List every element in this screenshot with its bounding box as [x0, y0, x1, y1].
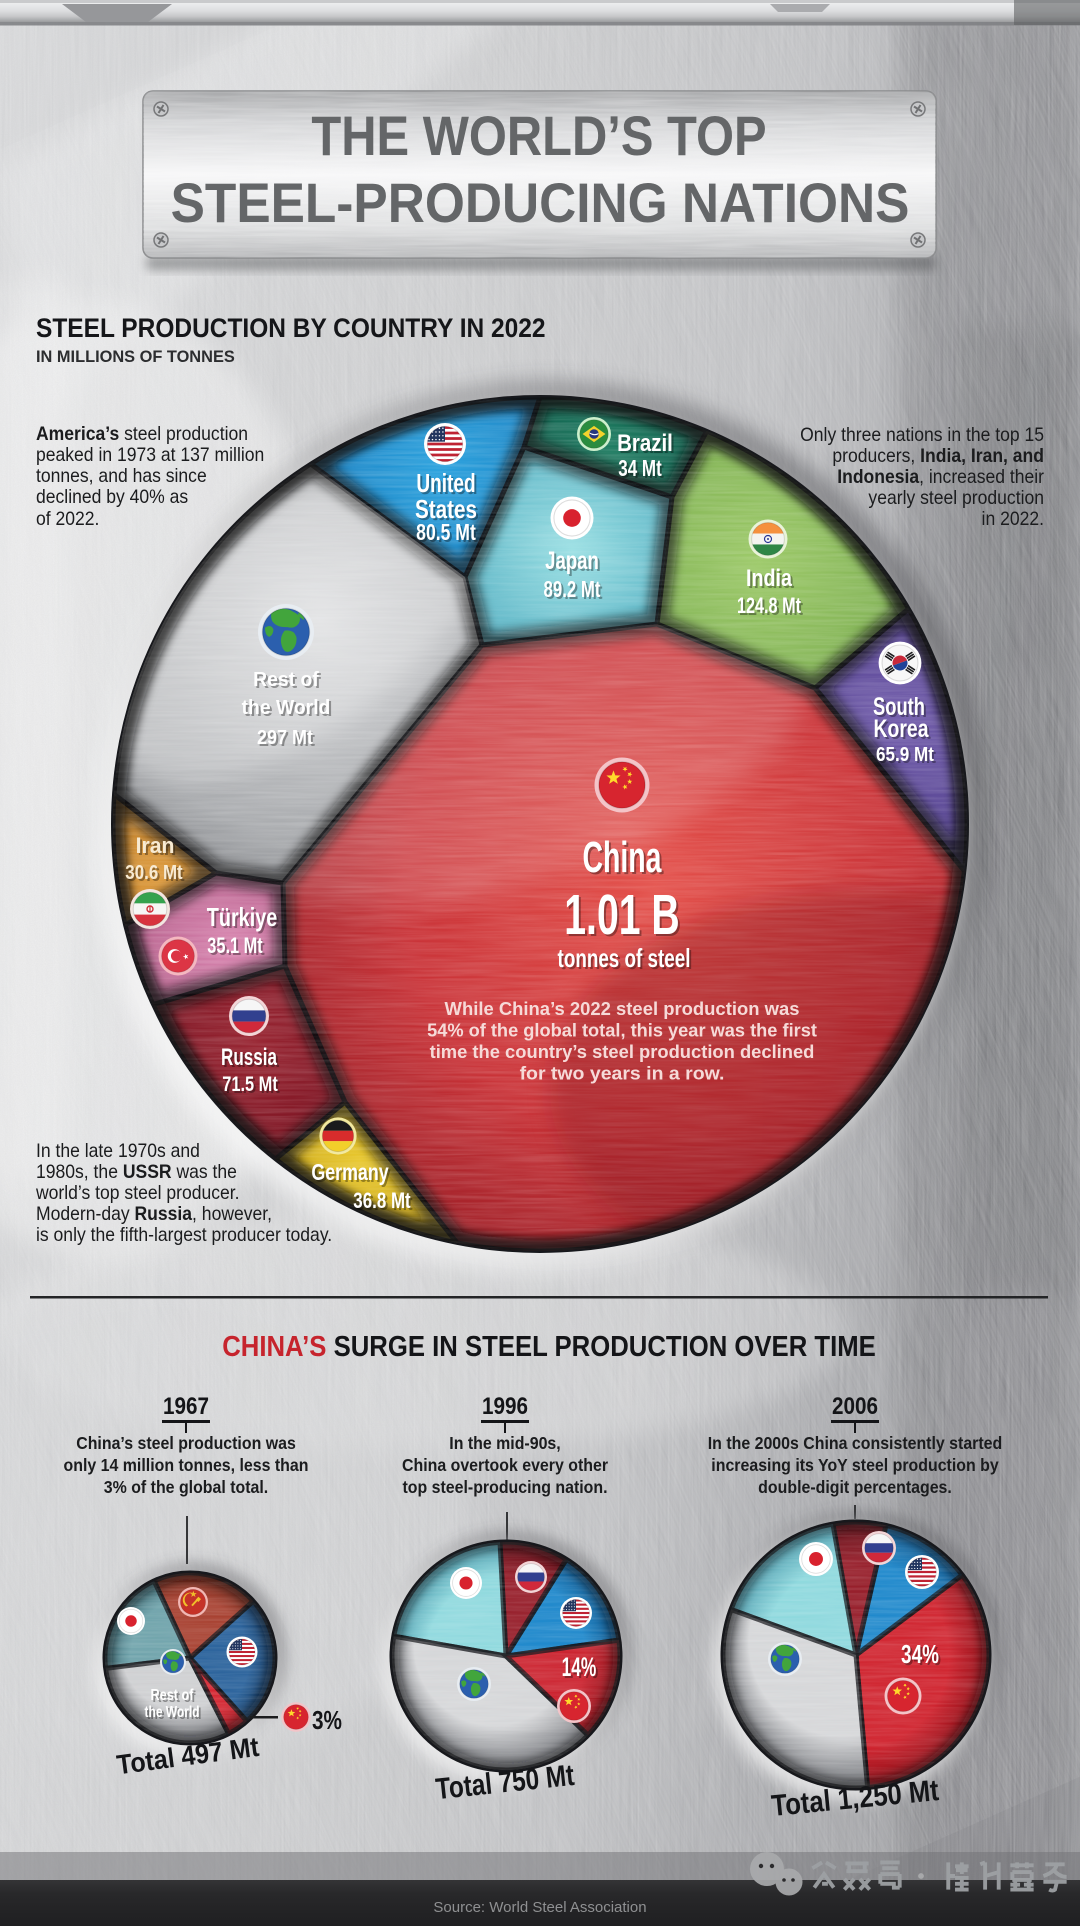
svg-text:double-digit percentages.: double-digit percentages.: [758, 1477, 952, 1497]
svg-text:the World: the World: [244, 699, 333, 721]
svg-text:124.8 Mt: 124.8 Mt: [737, 595, 801, 619]
svg-text:Türkiye: Türkiye: [209, 904, 280, 933]
svg-text:Iran: Iran: [136, 833, 175, 858]
svg-text:the World: the World: [147, 1704, 202, 1722]
svg-text:35.1 Mt: 35.1 Mt: [207, 934, 263, 959]
svg-text:producers, India, Iran, and: producers, India, Iran, and: [832, 444, 1044, 466]
svg-text:only 14 million tonnes, less t: only 14 million tonnes, less than: [64, 1455, 309, 1475]
svg-text:34 Mt: 34 Mt: [620, 459, 664, 484]
svg-text:in 2022.: in 2022.: [982, 507, 1044, 529]
svg-text:South: South: [875, 694, 927, 722]
svg-text:Korea: Korea: [876, 717, 931, 745]
svg-text:tonnes of steel: tonnes of steel: [560, 945, 693, 975]
svg-text:89.2 Mt: 89.2 Mt: [546, 580, 603, 605]
svg-text:States: States: [415, 495, 477, 524]
svg-text:36.8 Mt: 36.8 Mt: [353, 1189, 411, 1214]
svg-text:36.8 Mt: 36.8 Mt: [355, 1191, 413, 1216]
svg-text:30.6 Mt: 30.6 Mt: [125, 860, 183, 883]
svg-text:71.5 Mt: 71.5 Mt: [224, 1074, 280, 1097]
svg-text:Germany: Germany: [311, 1160, 389, 1186]
svg-text:IN MILLIONS OF TONNES: IN MILLIONS OF TONNES: [36, 348, 235, 366]
svg-text:tonnes, and has since: tonnes, and has since: [36, 464, 207, 486]
svg-text:80.5 Mt: 80.5 Mt: [418, 522, 478, 548]
svg-text:Brazil: Brazil: [619, 431, 675, 458]
svg-text:Türkiye: Türkiye: [207, 902, 278, 931]
svg-text:South: South: [873, 692, 925, 720]
svg-text:34%: 34%: [903, 1641, 941, 1671]
svg-text:for two years in a row.: for two years in a row.: [520, 1064, 725, 1084]
svg-text:124.8 Mt: 124.8 Mt: [739, 597, 803, 621]
svg-text:Russia: Russia: [223, 1046, 279, 1073]
svg-text:3% of the global total.: 3% of the global total.: [104, 1477, 268, 1497]
svg-text:United: United: [416, 468, 475, 498]
svg-text:United: United: [418, 470, 477, 500]
svg-text:Source: World Steel Associatio: Source: World Steel Association: [433, 1899, 646, 1916]
svg-text:In the 2000s China consistentl: In the 2000s China consistently started: [708, 1433, 1003, 1453]
svg-text:71.5 Mt: 71.5 Mt: [222, 1072, 278, 1095]
svg-text:54% of the global total, this: 54% of the global total, this year was t…: [427, 1019, 817, 1040]
svg-text:Rest of: Rest of: [151, 1687, 194, 1705]
svg-text:In the mid-90s,: In the mid-90s,: [449, 1433, 560, 1453]
svg-text:297 Mt: 297 Mt: [259, 729, 316, 751]
svg-text:Indonesia, increased their: Indonesia, increased their: [837, 465, 1044, 487]
svg-text:Korea: Korea: [874, 715, 929, 743]
svg-text:Rest of: Rest of: [153, 1689, 196, 1707]
svg-text:34%: 34%: [901, 1639, 939, 1669]
svg-text:STEEL PRODUCTION BY COUNTRY IN: STEEL PRODUCTION BY COUNTRY IN 2022: [36, 314, 546, 343]
svg-text:65.9 Mt: 65.9 Mt: [878, 746, 937, 769]
svg-text:world’s top steel producer.: world’s top steel producer.: [35, 1181, 239, 1203]
svg-text:3%: 3%: [312, 1706, 342, 1735]
svg-text:yearly steel production: yearly steel production: [868, 486, 1044, 508]
svg-text:increasing its YoY steel produ: increasing its YoY steel production by: [711, 1455, 999, 1475]
svg-text:14%: 14%: [564, 1653, 599, 1684]
svg-text:top steel-producing nation.: top steel-producing nation.: [402, 1477, 607, 1497]
svg-text:the World: the World: [145, 1702, 200, 1720]
svg-text:65.9 Mt: 65.9 Mt: [876, 744, 935, 767]
svg-text:America’s steel production: America’s steel production: [36, 422, 248, 444]
svg-text:declined by 40% as: declined by 40% as: [36, 485, 188, 507]
svg-text:14%: 14%: [562, 1651, 597, 1682]
svg-text:35.1 Mt: 35.1 Mt: [209, 936, 265, 961]
svg-text:34 Mt: 34 Mt: [618, 457, 662, 482]
svg-text:the World: the World: [242, 697, 331, 719]
svg-text:2006: 2006: [832, 1393, 878, 1420]
svg-text:peaked in 1973 at 137 million: peaked in 1973 at 137 million: [36, 443, 264, 465]
svg-text:Russia: Russia: [221, 1044, 277, 1071]
svg-text:1980s, the USSR was the: 1980s, the USSR was the: [36, 1160, 237, 1182]
svg-text:India: India: [748, 566, 795, 593]
svg-text:Rest of: Rest of: [253, 669, 319, 691]
svg-text:Brazil: Brazil: [617, 429, 673, 456]
svg-text:Rest of: Rest of: [255, 671, 321, 693]
svg-text:Only three nations in the top: Only three nations in the top 15: [800, 423, 1044, 445]
svg-text:1967: 1967: [163, 1393, 209, 1420]
svg-text:China’s steel production was: China’s steel production was: [76, 1433, 296, 1453]
svg-text:1.01 B: 1.01 B: [566, 886, 681, 949]
svg-text:Japan: Japan: [547, 548, 601, 576]
svg-text:While China’s 2022 steel produ: While China’s 2022 steel production was: [445, 998, 800, 1019]
svg-text:China: China: [583, 832, 662, 882]
svg-text:States: States: [417, 497, 479, 526]
svg-text:Germany: Germany: [313, 1162, 391, 1188]
svg-text:CHINA’S SURGE IN STEEL PRODUCT: CHINA’S SURGE IN STEEL PRODUCTION OVER T…: [222, 1330, 876, 1363]
svg-text:297 Mt: 297 Mt: [257, 727, 314, 749]
svg-text:is only the fifth-largest prod: is only the fifth-largest producer today…: [36, 1223, 332, 1245]
svg-text:China: China: [585, 834, 664, 884]
svg-text:of 2022.: of 2022.: [36, 507, 99, 529]
svg-text:THE WORLD’S TOP: THE WORLD’S TOP: [311, 105, 766, 168]
svg-text:China overtook every other: China overtook every other: [402, 1455, 609, 1475]
svg-text:Modern-day Russia, however,: Modern-day Russia, however,: [36, 1202, 272, 1224]
svg-text:time the country’s steel produ: time the country’s steel production decl…: [430, 1041, 815, 1062]
svg-text:STEEL-PRODUCING NATIONS: STEEL-PRODUCING NATIONS: [171, 172, 910, 235]
svg-text:1996: 1996: [482, 1393, 528, 1420]
svg-text:tonnes of steel: tonnes of steel: [558, 943, 691, 973]
svg-text:India: India: [746, 564, 793, 591]
svg-text:30.6 Mt: 30.6 Mt: [127, 862, 185, 885]
svg-text:Japan: Japan: [545, 546, 599, 574]
svg-text:1.01 B: 1.01 B: [564, 884, 679, 947]
svg-text:Iran: Iran: [138, 835, 177, 860]
svg-text:80.5 Mt: 80.5 Mt: [416, 520, 476, 546]
svg-text:In the late 1970s and: In the late 1970s and: [36, 1139, 200, 1161]
svg-text:89.2 Mt: 89.2 Mt: [544, 578, 601, 603]
